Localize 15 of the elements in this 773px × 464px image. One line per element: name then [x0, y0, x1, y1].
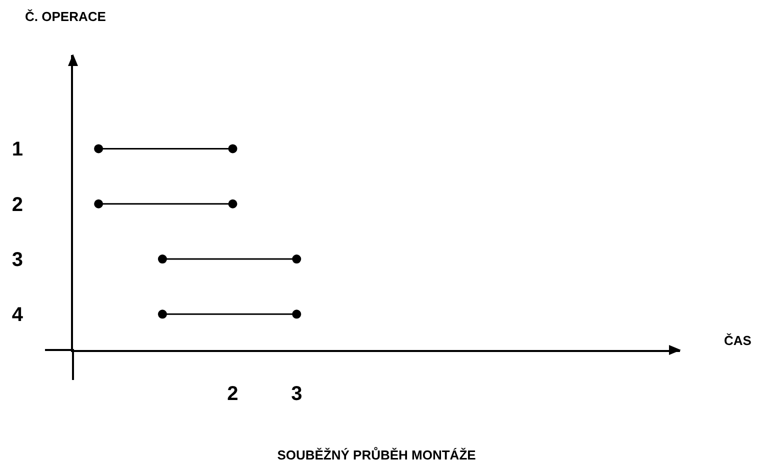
- y-tick-label: 2: [12, 194, 23, 216]
- y-tick-label: 3: [12, 249, 23, 272]
- point: [228, 144, 238, 154]
- y-tick-label: 1: [12, 138, 23, 161]
- point: [158, 310, 167, 319]
- point: [228, 199, 238, 208]
- x-axis-title: ČAS: [724, 333, 752, 348]
- y-tick-label: 4: [12, 304, 24, 326]
- text: SOUBĚŽNÝ PRŮBĚH MONTÁŽE: [277, 446, 476, 462]
- point: [94, 199, 104, 208]
- point: [292, 254, 302, 264]
- point: [94, 144, 104, 154]
- point: [292, 310, 302, 319]
- point: [158, 254, 167, 264]
- y-axis-title: Č. OPERACE: [25, 9, 106, 24]
